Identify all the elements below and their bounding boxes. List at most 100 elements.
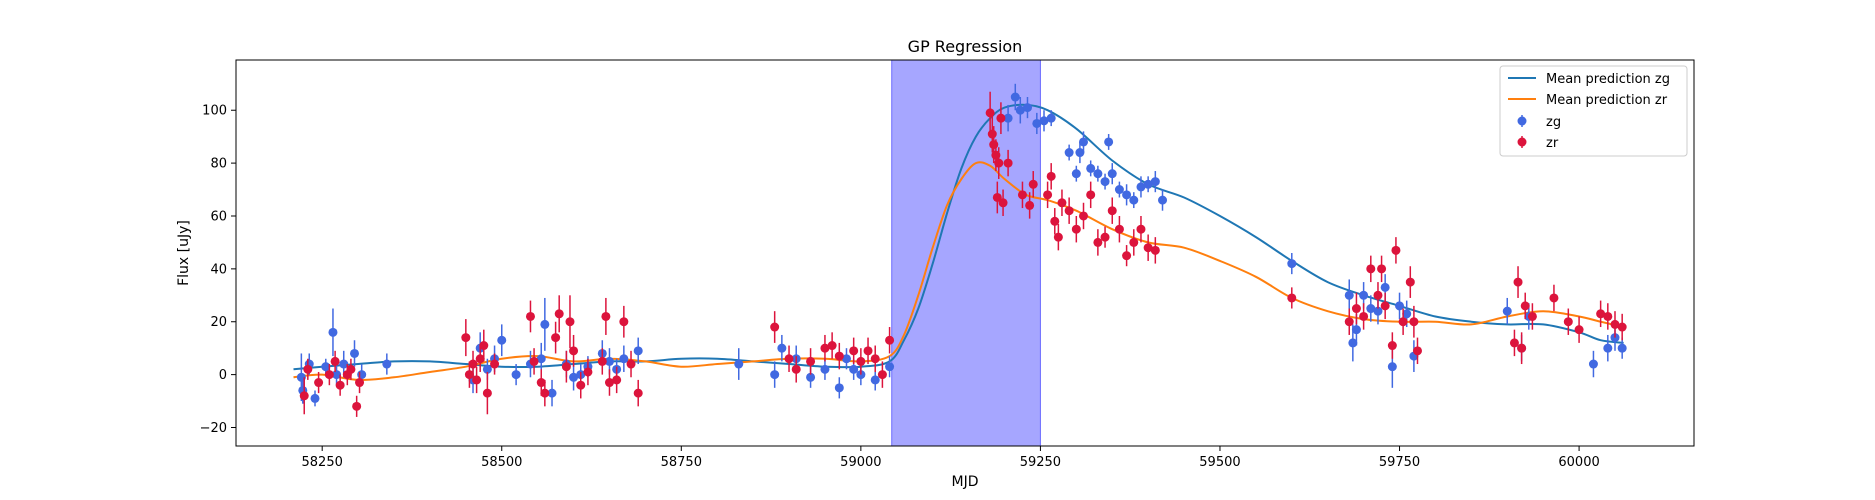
marker bbox=[834, 351, 844, 361]
marker bbox=[482, 364, 492, 374]
data-point-zr bbox=[1366, 255, 1376, 283]
data-point-zr bbox=[1513, 266, 1523, 298]
data-point-zr bbox=[612, 366, 622, 394]
marker bbox=[1588, 359, 1598, 369]
marker bbox=[1028, 179, 1038, 189]
data-point-zr bbox=[1610, 311, 1620, 338]
marker bbox=[597, 356, 607, 366]
marker bbox=[382, 359, 392, 369]
marker bbox=[841, 354, 851, 364]
data-point-zr bbox=[633, 379, 643, 407]
y-tick-label: 0 bbox=[219, 368, 227, 383]
shaded-region bbox=[891, 59, 1041, 447]
marker bbox=[346, 364, 356, 374]
data-point-zg bbox=[1603, 334, 1613, 362]
marker bbox=[490, 359, 500, 369]
marker bbox=[540, 388, 550, 398]
marker bbox=[1366, 304, 1376, 314]
marker bbox=[1380, 282, 1390, 292]
marker bbox=[992, 192, 1002, 202]
marker bbox=[328, 327, 338, 337]
data-point-zr bbox=[551, 321, 561, 354]
legend-label-zg-points: zg bbox=[1546, 115, 1561, 130]
y-axis-label: Flux [uJy] bbox=[176, 220, 192, 286]
data-point-zr bbox=[330, 350, 340, 372]
data-point-zr bbox=[1509, 329, 1519, 357]
data-point-zg bbox=[540, 297, 550, 351]
x-tick-label: 58750 bbox=[661, 455, 702, 470]
marker bbox=[310, 393, 320, 403]
data-point-zr bbox=[1093, 229, 1103, 256]
marker bbox=[569, 346, 579, 356]
data-point-zr bbox=[468, 350, 478, 378]
marker bbox=[1122, 251, 1132, 261]
marker bbox=[604, 356, 614, 366]
data-point-zg bbox=[777, 334, 787, 362]
data-point-zg bbox=[1129, 192, 1139, 209]
data-point-zr bbox=[885, 327, 895, 354]
data-point-zg bbox=[870, 369, 880, 391]
data-point-zr bbox=[1086, 181, 1096, 209]
data-point-zg bbox=[841, 348, 851, 370]
marker bbox=[561, 362, 571, 372]
marker bbox=[1079, 211, 1089, 221]
legend-marker bbox=[1517, 137, 1527, 147]
data-point-zr bbox=[1025, 192, 1035, 219]
marker bbox=[998, 198, 1008, 208]
data-point-zr bbox=[1079, 202, 1089, 230]
marker bbox=[1391, 245, 1401, 255]
data-point-zg bbox=[1071, 165, 1081, 182]
marker bbox=[576, 380, 586, 390]
marker bbox=[565, 317, 575, 327]
marker bbox=[1150, 245, 1160, 255]
data-point-zr bbox=[303, 358, 313, 380]
data-point-zr bbox=[849, 337, 859, 365]
marker bbox=[1359, 290, 1369, 300]
marker bbox=[626, 359, 636, 369]
marker bbox=[1079, 137, 1089, 147]
marker bbox=[806, 356, 816, 366]
marker bbox=[856, 356, 866, 366]
marker bbox=[355, 378, 365, 388]
marker bbox=[1596, 309, 1606, 319]
data-point-zg bbox=[1075, 141, 1085, 164]
data-point-zg bbox=[1136, 176, 1146, 198]
mean-prediction-line-zr bbox=[293, 161, 1624, 381]
data-point-zr bbox=[1143, 234, 1153, 261]
marker bbox=[1287, 259, 1297, 269]
data-point-zg bbox=[1032, 112, 1042, 135]
data-point-zr bbox=[992, 181, 1002, 214]
data-point-zg bbox=[1046, 110, 1056, 127]
data-point-zr bbox=[569, 334, 579, 367]
data-point-zr bbox=[479, 329, 489, 362]
marker bbox=[1574, 325, 1584, 335]
marker bbox=[1603, 343, 1613, 353]
data-point-zg bbox=[820, 358, 830, 380]
marker bbox=[1114, 185, 1124, 195]
marker bbox=[1071, 169, 1081, 179]
data-point-zr bbox=[482, 371, 492, 415]
data-point-zr bbox=[619, 305, 629, 338]
marker bbox=[464, 370, 474, 380]
data-point-zr bbox=[994, 147, 1004, 179]
x-tick-label: 58250 bbox=[302, 455, 343, 470]
marker bbox=[877, 370, 887, 380]
data-point-zr bbox=[314, 371, 324, 394]
data-point-zr bbox=[565, 295, 575, 349]
data-point-zg bbox=[547, 379, 557, 407]
data-point-zr bbox=[1100, 226, 1110, 248]
y-tick-label: 40 bbox=[210, 262, 227, 277]
marker bbox=[1046, 113, 1056, 123]
data-point-zr bbox=[1387, 332, 1397, 359]
data-point-zg bbox=[1617, 337, 1627, 359]
marker bbox=[1380, 301, 1390, 311]
data-point-zg bbox=[1588, 350, 1598, 378]
marker bbox=[529, 356, 539, 366]
marker bbox=[784, 354, 794, 364]
data-point-zr bbox=[335, 374, 345, 396]
data-point-zr bbox=[1028, 171, 1038, 198]
data-point-zr bbox=[770, 311, 780, 343]
marker bbox=[475, 354, 485, 364]
marker bbox=[1093, 237, 1103, 247]
data-point-zg bbox=[1114, 181, 1124, 198]
